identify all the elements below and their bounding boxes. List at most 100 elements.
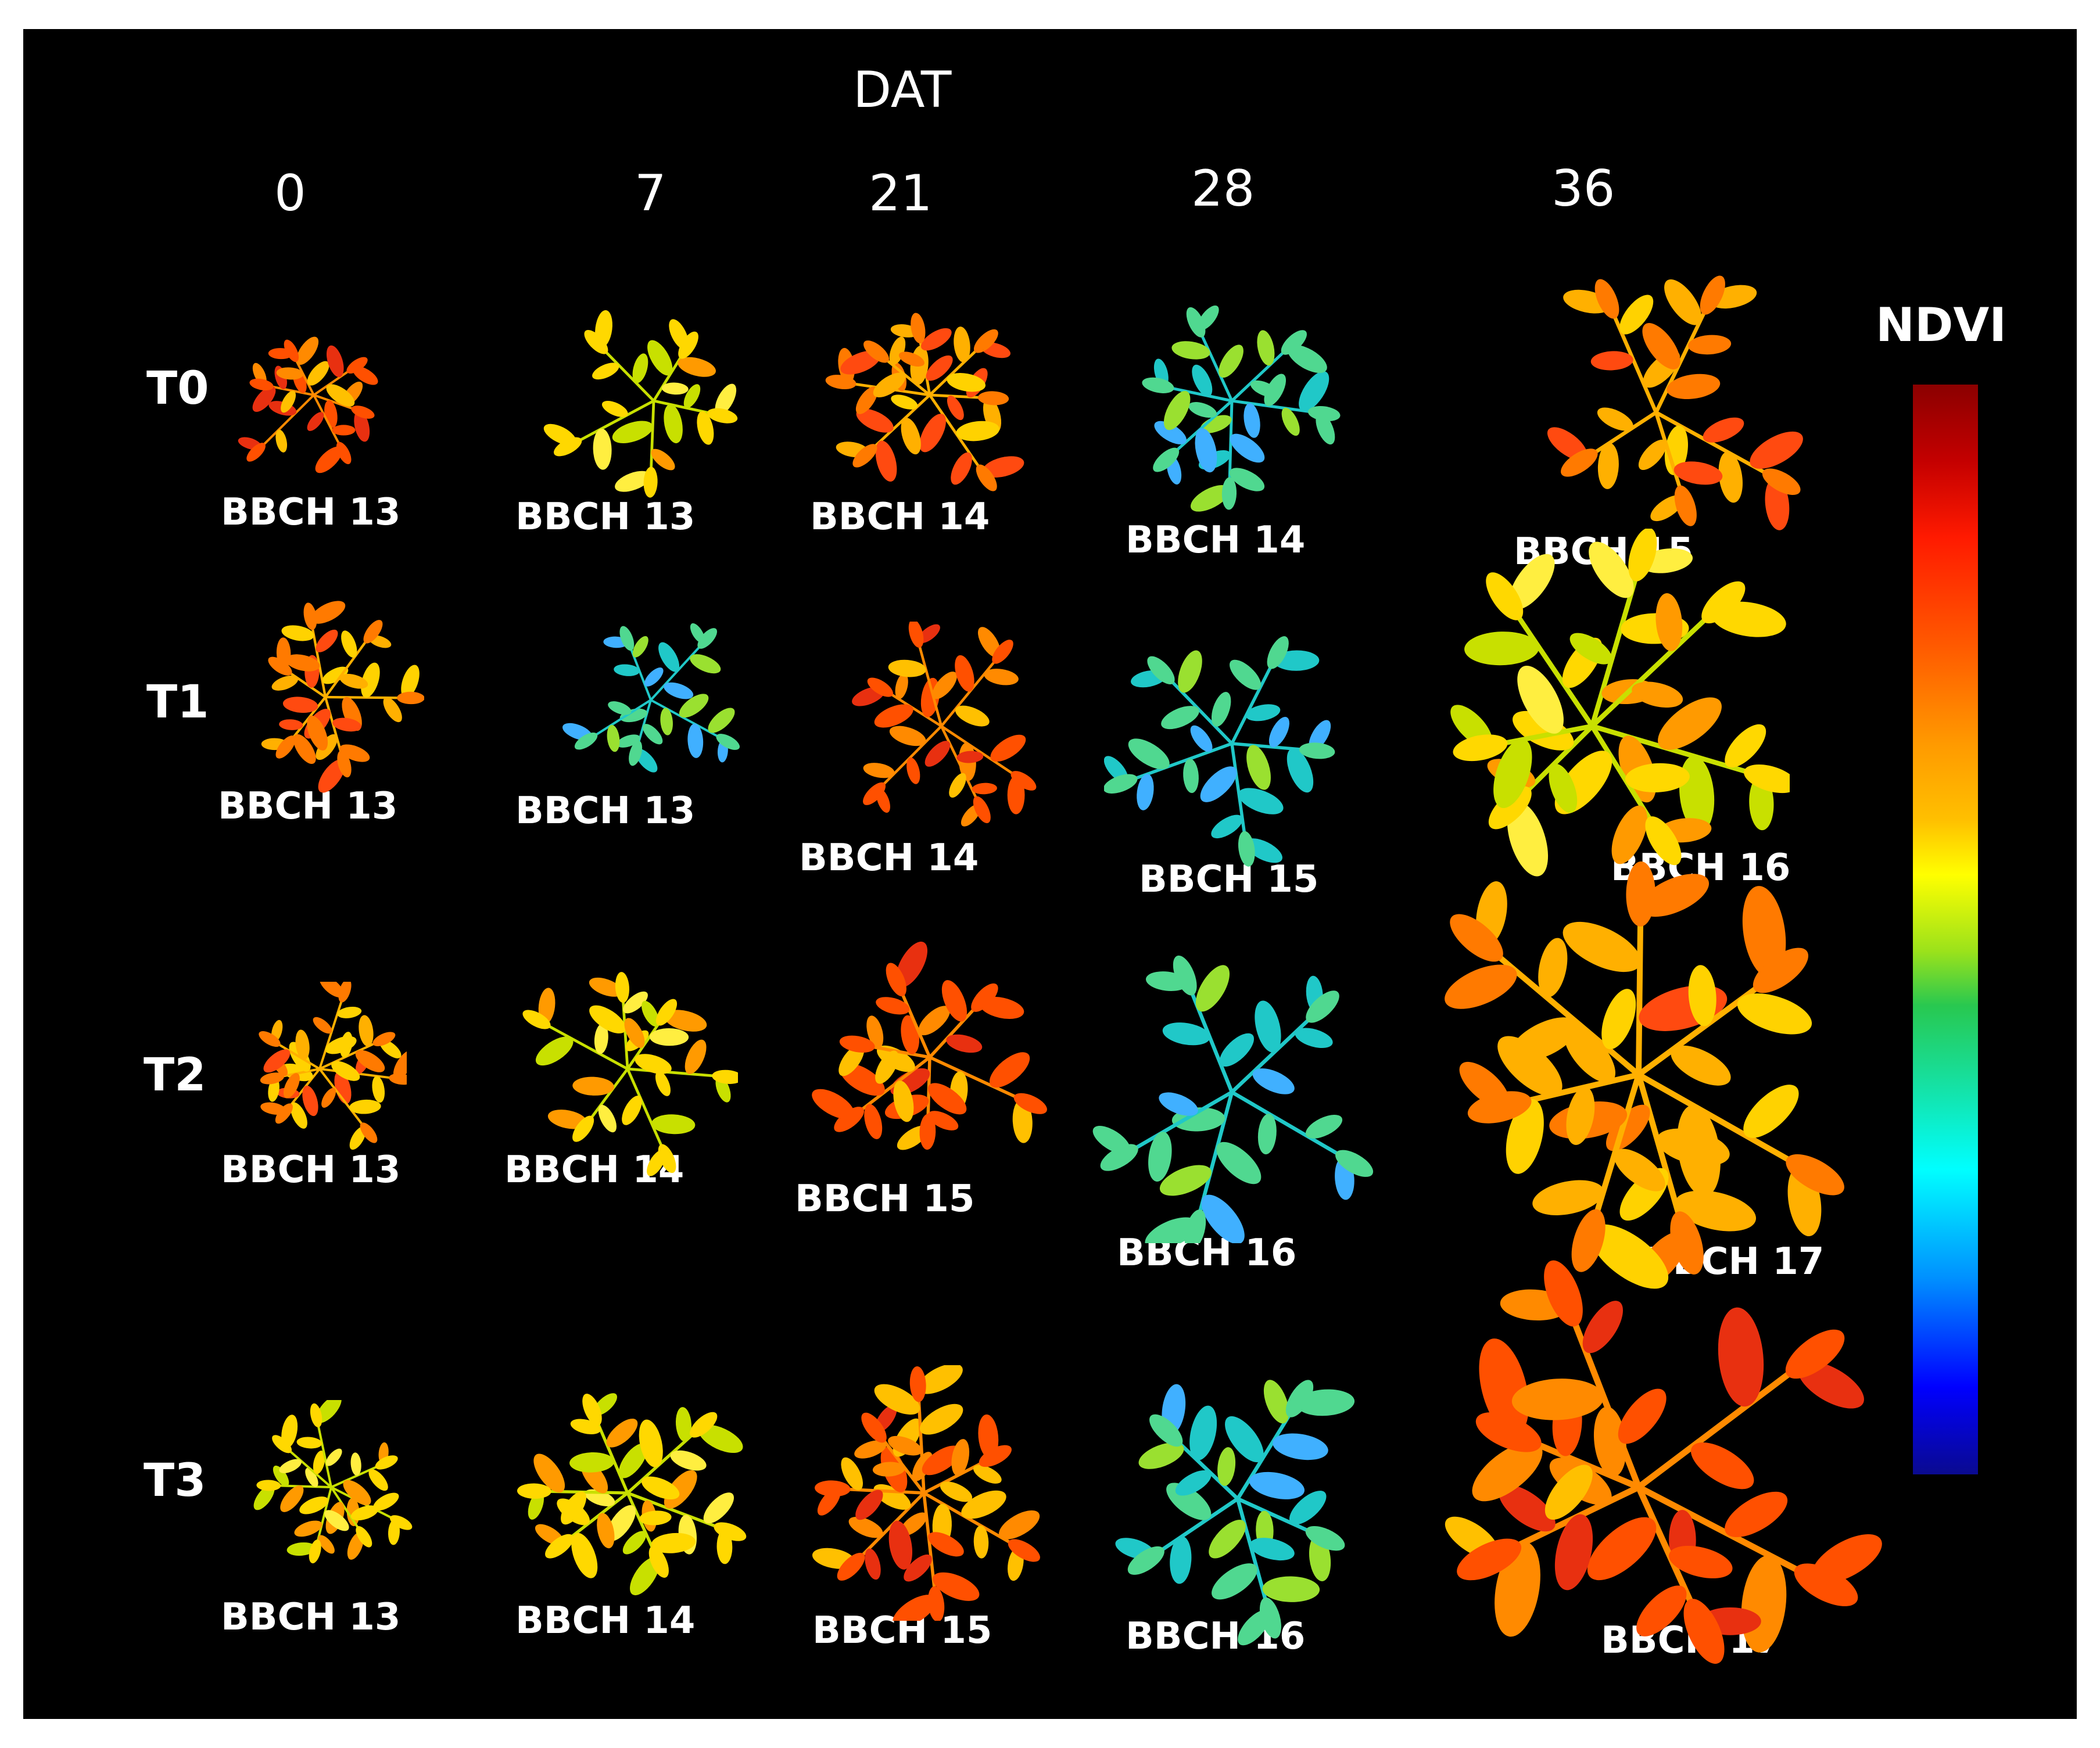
plant-leaf <box>664 1010 707 1032</box>
plant-leaf <box>1259 1597 1281 1639</box>
plant-leaf <box>874 704 913 728</box>
plant-leaf <box>919 1114 936 1150</box>
plant-leaf <box>855 386 878 414</box>
plant-leaf <box>660 708 673 735</box>
plant-leaf <box>1590 1224 1669 1289</box>
ndvi-colorbar <box>1913 385 1978 1474</box>
plant-leaf <box>714 1522 747 1541</box>
plant-leaf <box>1701 581 1746 624</box>
plant-leaf <box>1506 1099 1544 1174</box>
plant-leaf <box>569 1452 614 1473</box>
plant-leaf <box>572 1115 594 1142</box>
plant-leaf <box>922 1445 962 1476</box>
plant-leaf <box>1554 1514 1593 1591</box>
bbch-label-t3-d0: BBCH 13 <box>221 1596 401 1639</box>
plant-leaf <box>321 1087 336 1108</box>
plant-leaf <box>643 466 658 498</box>
plant-leaf <box>697 628 718 649</box>
plant-leaf <box>1639 985 1728 1031</box>
plant-leaf <box>1225 1416 1264 1463</box>
plant-leaf <box>1753 947 1808 993</box>
plant-leaf <box>1170 1536 1192 1584</box>
plant-leaf <box>685 1039 707 1074</box>
plant-leaf <box>618 1443 647 1478</box>
plant-leaf <box>875 1050 899 1084</box>
plant-leaf <box>359 1015 374 1047</box>
plant-leaf <box>990 734 1026 762</box>
plant-leaf <box>683 384 701 408</box>
plant-leaf <box>1268 717 1289 748</box>
plant-leaf <box>1286 748 1314 793</box>
plant-leaf <box>854 1440 887 1459</box>
plant-leaf <box>707 408 738 423</box>
plant-leaf <box>339 673 368 689</box>
plant-leaf <box>1638 439 1667 471</box>
plant-leaf <box>307 715 328 751</box>
plant-leaf <box>864 1104 883 1139</box>
plant-leaf <box>352 366 378 385</box>
plant-leaf <box>597 1513 615 1549</box>
plant-leaf <box>1493 738 1532 809</box>
plant-leaf <box>1569 633 1612 665</box>
plant-stem <box>567 399 655 448</box>
plant-leaf <box>1499 1485 1556 1532</box>
plant-leaf <box>1597 443 1619 489</box>
plant-leaf <box>855 1489 883 1520</box>
plant-leaf <box>629 740 643 766</box>
colorbar-title: NDVI <box>1876 298 2007 352</box>
plant-leaf <box>337 1006 362 1018</box>
plant-leaf <box>648 1546 669 1578</box>
plant-stem <box>1193 1092 1234 1231</box>
plant-leaf <box>703 1492 734 1524</box>
bbch-label-t1-d0: BBCH 13 <box>218 785 398 828</box>
plant-image <box>1445 861 1844 1289</box>
plant-leaf <box>635 1054 672 1074</box>
plant-leaf <box>1255 1000 1281 1053</box>
plant-leaf <box>1243 403 1260 438</box>
treatment-label-t3: T3 <box>144 1455 206 1507</box>
plant-leaf <box>299 1496 329 1514</box>
plant-leaf <box>1511 1017 1579 1061</box>
plant-leaf <box>1445 964 1517 1009</box>
treatment-label-t0: T0 <box>146 362 209 415</box>
plant-leaf <box>941 980 967 1022</box>
plant-leaf <box>1725 724 1766 768</box>
plant-leaf <box>1127 1546 1164 1575</box>
plant-leaf <box>904 1554 932 1582</box>
plant-leaf <box>1690 1442 1754 1489</box>
plant-leaf <box>1257 1114 1277 1155</box>
plant-leaf <box>280 1485 304 1512</box>
plant-stem <box>916 1384 926 1494</box>
plant-stem <box>1120 742 1232 785</box>
plant-image <box>1142 305 1341 512</box>
plant-leaf <box>1162 1022 1210 1046</box>
plant-leaf <box>319 982 344 998</box>
plant-leaf <box>337 750 352 778</box>
plant-leaf <box>642 1000 660 1027</box>
plant-leaf <box>1163 390 1191 430</box>
plant-leaf <box>252 386 276 412</box>
plant-leaf <box>872 1462 905 1477</box>
plant-leaf <box>290 1102 307 1129</box>
plant-leaf <box>275 735 296 759</box>
plant-leaf <box>1153 447 1180 472</box>
plant-leaf <box>363 620 383 644</box>
plant-leaf <box>572 1076 614 1096</box>
plant-stem <box>325 695 411 699</box>
plant-leaf <box>1532 1180 1604 1215</box>
plant-leaf <box>873 372 906 397</box>
plant-leaf <box>632 636 648 658</box>
plant-leaf <box>911 313 926 344</box>
plant-leaf <box>1743 1085 1799 1138</box>
plant-leaf <box>698 1424 743 1453</box>
day-label-7: 7 <box>635 164 666 222</box>
plant-leaf <box>825 375 857 390</box>
day-label-28: 28 <box>1191 160 1255 218</box>
plant-leaf <box>978 1414 999 1459</box>
plant-leaf <box>971 983 998 1012</box>
plant-leaf <box>1625 763 1690 792</box>
plant-leaf <box>332 425 356 436</box>
plant-leaf <box>383 697 402 723</box>
plant-leaf <box>268 656 292 676</box>
plant-leaf <box>712 1069 738 1084</box>
